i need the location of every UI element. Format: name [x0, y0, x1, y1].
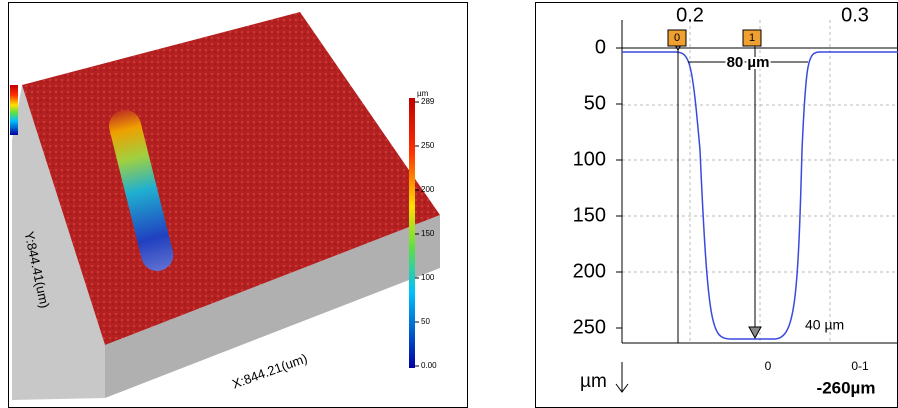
x-axis-label: X:844.21(um) [230, 350, 309, 391]
y-tick-label: 250 [573, 316, 606, 338]
colorbar-tick-label: 200 [421, 185, 435, 194]
arrow [749, 327, 761, 338]
y-tick-label: 0 [595, 36, 606, 58]
y-unit: µm [580, 371, 607, 392]
marker-label: 1 [749, 32, 755, 44]
cursor-label: 0-1 [851, 359, 869, 373]
colorbar [409, 98, 415, 368]
colorbar-tick-label: 50 [421, 317, 430, 326]
y-tick-label: 100 [573, 148, 606, 170]
page: µm 289250200150100500.00 Y:844.41(um) X:… [0, 0, 898, 408]
colorbar-tick-label: 100 [421, 273, 435, 282]
colorbar-tick-label: 150 [421, 229, 435, 238]
colorbar-fragment [10, 85, 18, 135]
top-tick-label: 0.2 [676, 4, 704, 26]
marker-label: 0 [674, 32, 680, 44]
bottom-width-label: 40 µm [805, 317, 844, 333]
y-tick-label: 150 [573, 204, 606, 226]
y-tick-label: 200 [573, 260, 606, 282]
colorbar-tick-label: 250 [421, 141, 435, 150]
figure: µm 289250200150100500.00 Y:844.41(um) X:… [0, 0, 898, 408]
y-tick-label: 50 [584, 92, 606, 114]
colorbar-tick-label: 289 [421, 97, 435, 106]
top-tick-label: 0.3 [841, 4, 869, 26]
depth-label: -260µm [817, 378, 876, 397]
cursor-label: 0 [765, 359, 772, 373]
width-label: 80 µm [727, 54, 770, 71]
colorbar-tick-label: 0.00 [421, 361, 437, 370]
